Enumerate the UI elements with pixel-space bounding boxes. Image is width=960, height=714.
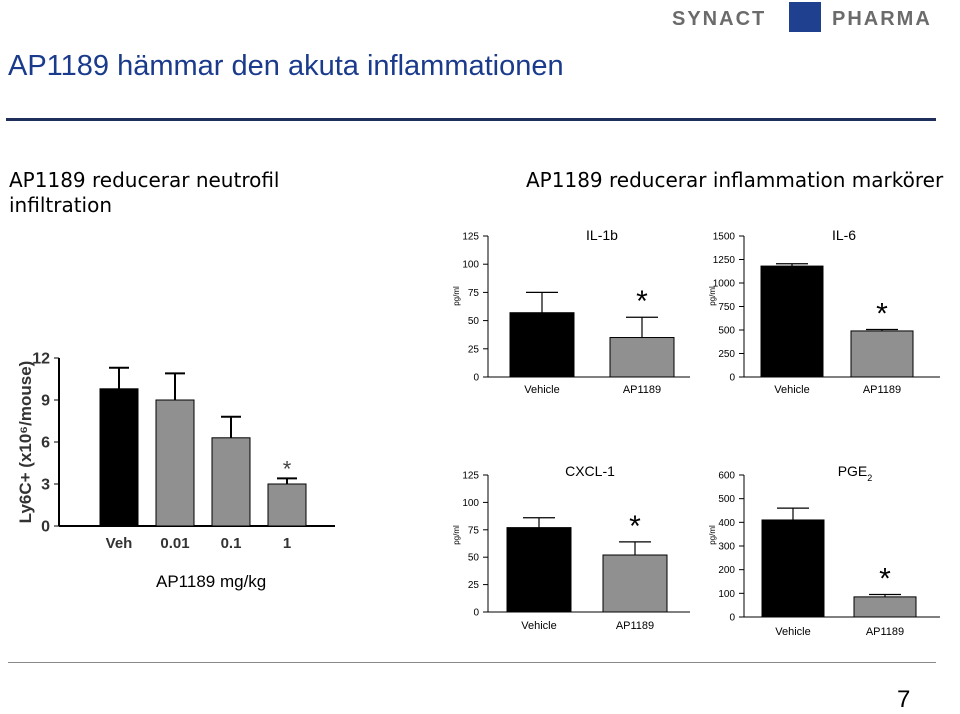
y-axis-label: Ly6C+ (x10⁶/mouse) — [16, 361, 35, 524]
y-tick-label: 75 — [468, 525, 480, 536]
y-tick-label: 300 — [718, 542, 735, 553]
x-category-label: AP1189 — [866, 626, 904, 638]
y-tick-label: 0 — [729, 613, 735, 624]
y-tick-label: 1250 — [713, 255, 736, 266]
y-tick-label: 1500 — [713, 232, 736, 243]
significance-star: * — [629, 510, 641, 543]
bar — [761, 519, 825, 618]
cxcl1-bar-chart: 0 25 50 75 100 125 pg/ml CXCL-1 Vehicle * AP1189 — [452, 463, 690, 632]
y-tick-label: 75 — [468, 288, 480, 299]
title-divider — [6, 118, 936, 121]
chart-title: CXCL-1 — [565, 463, 615, 479]
y-tick-label: 100 — [462, 498, 479, 509]
x-category-label: AP1189 — [863, 384, 901, 396]
y-tick-label: 1000 — [713, 279, 736, 290]
x-category-label: 0.01 — [160, 535, 189, 552]
x-category-label: AP1189 — [616, 620, 654, 632]
bar — [506, 527, 572, 613]
pge2-bar-chart: 0 100 200 300 400 500 600 pg/ml PGE2 Vehicle * AP11… — [708, 463, 940, 638]
y-tick-label: 25 — [468, 344, 480, 355]
significance-star: * — [283, 456, 292, 481]
chart-title: PGE2 — [838, 463, 873, 483]
y-tick-label: 125 — [462, 232, 479, 243]
x-category-label: Vehicle — [774, 384, 809, 396]
il1b-bar-chart: 0 25 50 75 100 125 pg/ml IL-1b Vehicle * AP1189 — [452, 227, 690, 396]
slide-title: AP1189 hämmar den akuta inflammationen — [8, 50, 564, 82]
y-axis-label: pg/ml — [708, 286, 717, 306]
bar — [602, 554, 668, 613]
y-axis-label: pg/ml — [452, 525, 461, 545]
y-axis-label: pg/ml — [452, 286, 461, 306]
x-category-label: AP1189 — [623, 384, 661, 396]
y-tick-label: 12 — [32, 351, 50, 368]
y-tick-label: 0 — [473, 373, 479, 384]
y-tick-label: 50 — [468, 316, 480, 327]
synact-pharma-logo: SYNACT PHARMA — [672, 2, 932, 32]
bar — [609, 337, 675, 378]
y-tick-label: 250 — [718, 349, 735, 360]
logo-text-pharma: PHARMA — [832, 8, 932, 30]
x-category-label: Vehicle — [521, 620, 556, 632]
y-tick-label: 0 — [729, 373, 735, 384]
x-category-label: Vehicle — [524, 384, 559, 396]
bar — [760, 265, 824, 378]
y-tick-label: 9 — [41, 393, 50, 410]
chart-title: IL-1b — [586, 227, 618, 243]
y-tick-label: 6 — [41, 435, 50, 452]
significance-star: * — [876, 298, 888, 331]
y-tick-label: 50 — [468, 553, 480, 564]
y-tick-label: 3 — [41, 477, 50, 494]
x-category-label: 1 — [283, 535, 291, 552]
y-tick-label: 200 — [718, 565, 735, 576]
x-category-label: 0.1 — [221, 535, 242, 552]
y-tick-label: 100 — [718, 589, 735, 600]
right-section-heading: AP1189 reducerar inflammation markörer — [526, 168, 944, 192]
bar — [211, 437, 251, 527]
logo-mark-square — [789, 2, 821, 32]
y-tick-label: 0 — [41, 519, 50, 536]
il6-bar-chart: 0 250 500 750 1000 1250 1500 pg/ml IL-6 Vehicle * A… — [708, 227, 940, 396]
y-tick-label: 100 — [462, 260, 479, 271]
y-tick-label: 500 — [718, 494, 735, 505]
y-tick-label: 25 — [468, 580, 480, 591]
significance-star: * — [636, 285, 648, 318]
y-axis-label: pg/ml — [708, 525, 717, 545]
x-category-label: Vehicle — [775, 626, 810, 638]
y-tick-label: 125 — [462, 471, 479, 482]
y-tick-label: 0 — [473, 608, 479, 619]
y-tick-label: 500 — [718, 326, 735, 337]
x-category-label: Veh — [106, 535, 133, 552]
chart-title: IL-6 — [832, 227, 856, 243]
bar — [509, 312, 575, 378]
bar — [853, 596, 917, 618]
page-number: 7 — [897, 686, 911, 713]
bar — [155, 399, 195, 527]
significance-star: * — [879, 563, 891, 596]
bar — [850, 330, 914, 378]
y-tick-label: 750 — [718, 302, 735, 313]
left-section-heading: AP1189 reducerar neutrofil infiltration — [9, 168, 280, 217]
bar — [99, 388, 139, 527]
bar — [267, 483, 307, 527]
y-tick-label: 600 — [718, 471, 735, 482]
footer-divider — [8, 662, 936, 663]
dose-axis-caption: AP1189 mg/kg — [156, 572, 267, 591]
chart-title-subscript: 2 — [867, 473, 872, 483]
y-tick-label: 400 — [718, 518, 735, 529]
logo-text-synact: SYNACT — [672, 8, 766, 30]
